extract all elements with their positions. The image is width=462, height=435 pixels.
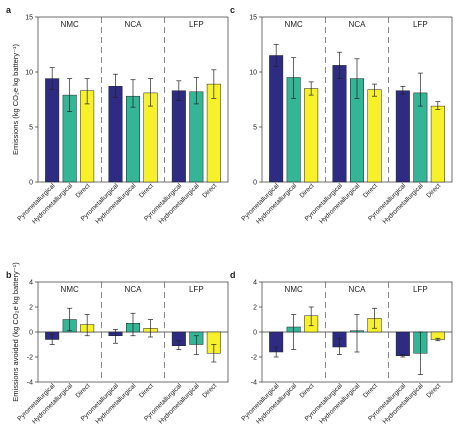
- y-tick-label: 5: [253, 125, 257, 132]
- category-label-direct: Direct: [362, 182, 379, 199]
- category-label-direct: Direct: [138, 382, 155, 399]
- y-tick-label: 4: [29, 280, 33, 287]
- panel-d: d-4-2024NMCPyrometallurgicalHydrometallu…: [230, 270, 453, 425]
- bar-lfp-pyro: [171, 90, 186, 183]
- panel-a: a 0 5 10 15 Emissions (kg CO₂e kg battery⁻¹) N…: [6, 5, 229, 225]
- group-label-nca: NCA: [349, 285, 367, 294]
- panel-b: b -4 -2 0 2 4 Emissions avoided (kg CO₂e kg ba…: [6, 262, 229, 425]
- y-tick-label: -2: [251, 355, 257, 362]
- bar-lfp-pyro: [395, 90, 410, 183]
- bar-lfp-pyro: [395, 331, 410, 356]
- category-label-direct: Direct: [138, 182, 155, 199]
- panel-letter: d: [230, 270, 236, 280]
- panel-c: c051015NMCPyrometallurgicalHydrometallur…: [230, 5, 453, 225]
- category-label-direct: Direct: [201, 382, 218, 399]
- group-label-nmc: NMC: [61, 20, 79, 29]
- group-label-nca: NCA: [125, 20, 143, 29]
- group-label-nca: NCA: [125, 285, 143, 294]
- group-label-nmc: NMC: [61, 285, 79, 294]
- bar-nmc-pyro: [45, 78, 60, 183]
- y-tick-label: 0: [29, 330, 33, 337]
- category-label-direct: Direct: [425, 182, 442, 199]
- bar-lfp-direct: [206, 83, 221, 183]
- group-label-lfp: LFP: [413, 20, 428, 29]
- group-label-nmc: NMC: [285, 285, 303, 294]
- group-label-nmc: NMC: [285, 20, 303, 29]
- group-label-lfp: LFP: [189, 285, 204, 294]
- category-label-direct: Direct: [75, 382, 92, 399]
- bar-nca-direct: [367, 89, 382, 183]
- y-tick-label: -4: [251, 380, 257, 387]
- bar-nmc-pyro: [269, 55, 284, 183]
- y-tick-label: 2: [253, 305, 257, 312]
- y-tick-label: 0: [29, 180, 33, 187]
- y-tick-label: 5: [29, 125, 33, 132]
- bar-nca-hydro: [126, 95, 140, 183]
- category-label-direct: Direct: [299, 182, 316, 199]
- category-label-direct: Direct: [425, 382, 442, 399]
- bar-nmc-direct: [304, 88, 319, 183]
- y-tick-label: 4: [253, 280, 257, 287]
- category-label-direct: Direct: [75, 182, 92, 199]
- bar-nca-pyro: [332, 65, 347, 183]
- category-label-direct: Direct: [362, 382, 379, 399]
- panel-letter: c: [230, 5, 235, 15]
- panel-letter: a: [6, 5, 12, 15]
- bar-lfp-direct: [430, 105, 445, 183]
- bar-nca-pyro: [108, 86, 123, 183]
- group-label-nca: NCA: [349, 20, 367, 29]
- y-tick-label: 2: [29, 305, 33, 312]
- bar-lfp-hydro: [189, 91, 204, 183]
- y-tick-label: 15: [249, 15, 257, 22]
- y-tick-label: 10: [249, 70, 257, 77]
- y-axis-label: Emissions avoided (kg CO₂e kg battery⁻¹): [11, 262, 20, 402]
- y-tick-label: -4: [27, 380, 33, 387]
- category-label-direct: Direct: [201, 182, 218, 199]
- y-tick-label: 0: [253, 330, 257, 337]
- panel-letter: b: [6, 270, 12, 280]
- group-label-lfp: LFP: [413, 285, 428, 294]
- category-label-direct: Direct: [299, 382, 316, 399]
- y-tick-label: -2: [27, 355, 33, 362]
- bar-nmc-direct: [80, 90, 95, 183]
- y-axis-label: Emissions (kg CO₂e kg battery⁻¹): [11, 43, 20, 155]
- group-label-lfp: LFP: [189, 20, 204, 29]
- y-tick-label: 0: [253, 180, 257, 187]
- y-tick-label: 10: [25, 70, 33, 77]
- y-tick-label: 15: [25, 15, 33, 22]
